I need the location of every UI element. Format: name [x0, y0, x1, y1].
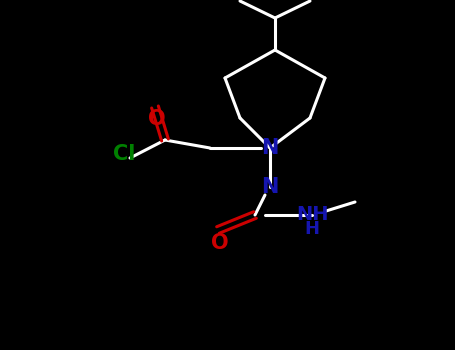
Text: H: H [304, 220, 319, 238]
Text: N: N [261, 138, 278, 158]
Text: O: O [148, 109, 166, 129]
Text: Cl: Cl [113, 144, 135, 164]
Text: NH: NH [296, 204, 328, 224]
Text: N: N [261, 177, 278, 197]
Text: O: O [211, 233, 229, 253]
